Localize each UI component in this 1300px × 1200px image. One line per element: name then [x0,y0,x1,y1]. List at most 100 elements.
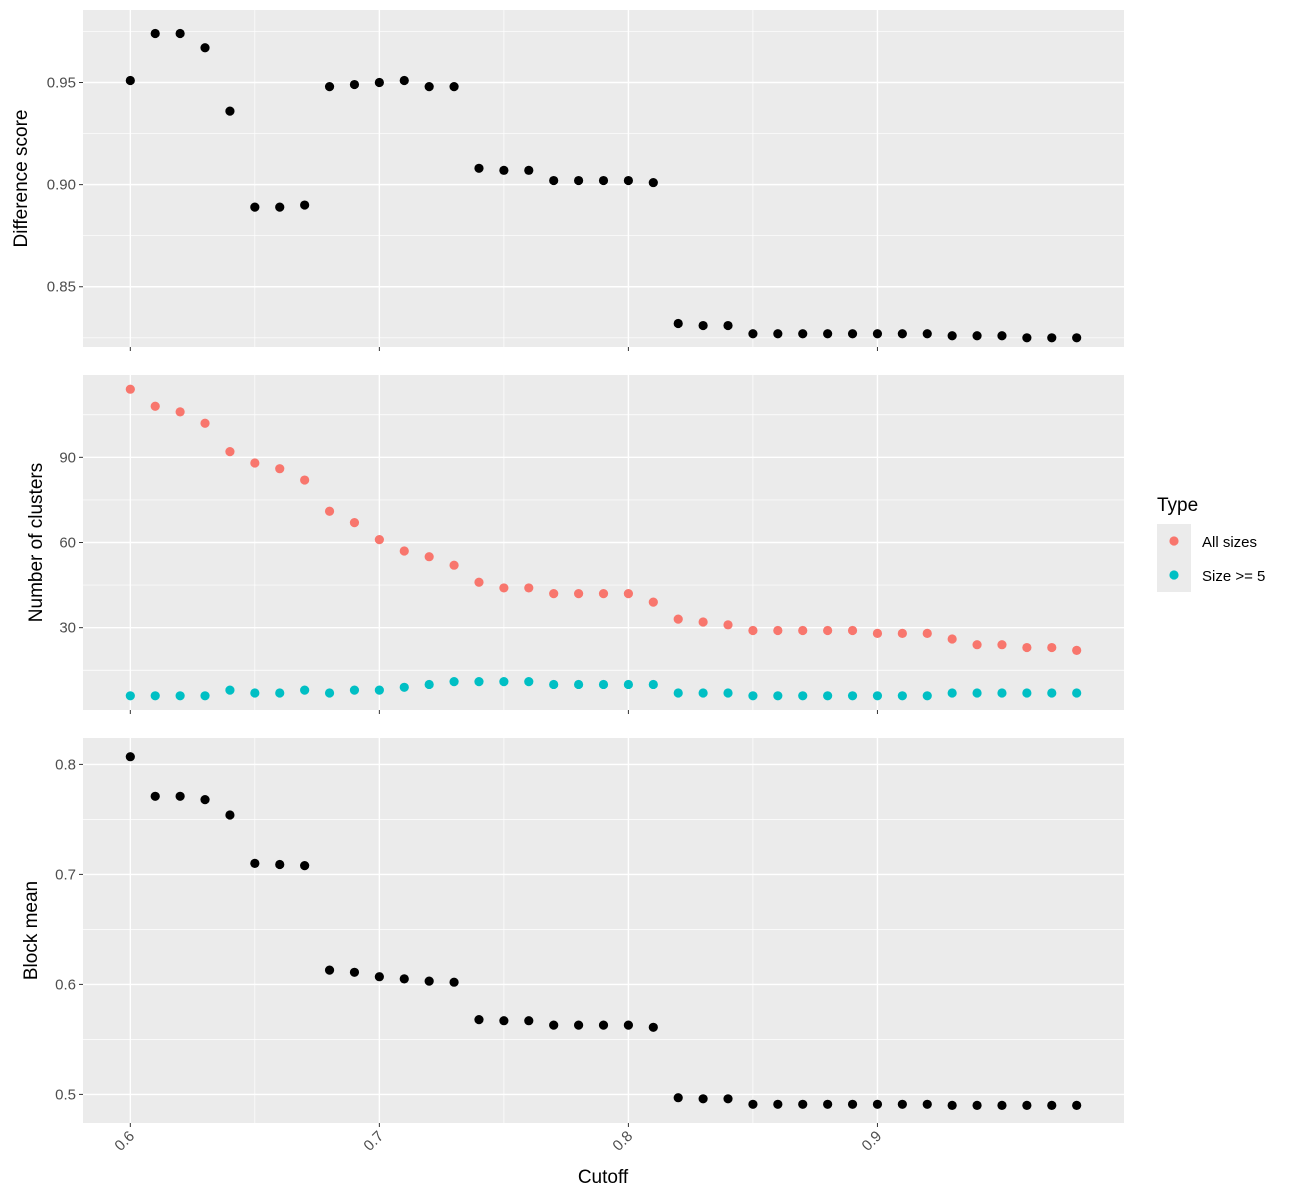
series-points [125,752,1082,1110]
panel-background [83,738,1124,1123]
data-point [175,691,185,701]
data-point [524,165,534,175]
data-point [424,679,434,690]
data-point [499,165,509,175]
data-point [648,177,658,188]
data-point [225,447,235,457]
y-tick-label: 0.90 [47,177,76,194]
y-tick-label: 30 [59,620,76,637]
legend: Type All sizes Size >= 5 [1157,495,1265,592]
y-tick-label: 0.6 [55,976,76,993]
data-point [723,688,733,698]
data-point [200,43,210,53]
y-tick-label: 0.85 [47,279,76,296]
data-point [474,163,484,173]
data-point [225,685,235,695]
panel-difference-score: 0.85 0.90 0.95 Difference score [11,10,1124,351]
data-point [175,791,185,801]
data-point [698,1094,708,1104]
data-point [300,200,310,210]
data-point [698,617,708,627]
data-point [1022,642,1032,653]
data-point [598,175,609,186]
data-point [598,589,609,599]
data-point [499,677,509,687]
data-point [847,1099,858,1109]
data-point [798,691,808,701]
data-point [125,75,135,86]
y-axis-title: Number of clusters [26,463,47,622]
data-point [847,329,858,339]
data-point [598,679,609,690]
data-point [773,329,783,339]
data-point [524,1016,534,1026]
data-point [324,506,335,516]
data-point [200,691,210,701]
data-point [1047,1100,1057,1110]
data-point [399,974,409,984]
data-point [374,685,384,695]
data-point [275,859,285,870]
data-point [922,1099,932,1109]
x-tick-label: 0.7 [360,1128,387,1155]
data-point [175,407,185,417]
data-point [349,518,360,528]
data-point [275,688,285,698]
data-point [847,625,858,636]
data-point [275,202,285,212]
data-point [573,175,584,186]
data-point [175,28,185,39]
data-point [1022,688,1032,698]
data-point [1072,688,1082,698]
legend-title: Type [1157,495,1198,516]
series-all-sizes [125,384,1082,655]
data-point [549,679,559,690]
x-axis-title: Cutoff [578,1167,629,1188]
data-point [1072,1100,1082,1110]
data-point [349,685,360,695]
data-point [1047,688,1057,698]
data-point [125,384,135,394]
data-point [947,1100,957,1110]
data-point [125,752,135,762]
data-point [225,106,235,116]
data-point [250,202,260,212]
data-point [748,625,758,636]
data-point [823,625,833,636]
data-point [324,81,335,92]
data-point [623,175,634,186]
y-tick-label: 60 [59,535,76,552]
x-tick-label: 0.8 [609,1128,636,1155]
data-point [250,858,260,869]
y-tick-label: 90 [59,449,76,466]
panel-block-mean: 0.5 0.6 0.7 0.8 Block mean 0.6 0.7 0.8 0.9 [21,738,1124,1155]
data-point [947,688,957,698]
legend-label: All sizes [1202,534,1257,551]
x-tick-label: 0.9 [859,1128,886,1155]
data-point [573,1020,584,1030]
data-point [673,614,683,624]
data-point [673,688,683,698]
data-point [798,329,808,339]
y-tick-label: 0.8 [55,756,76,773]
data-point [549,175,559,186]
legend-entry: All sizes [1157,524,1257,558]
data-point [424,552,434,562]
y-axis-title: Difference score [11,110,32,248]
data-point [1072,645,1082,655]
data-point [773,691,783,701]
legend-key-point [1169,570,1179,580]
data-point [723,620,733,630]
data-point [598,1020,609,1030]
data-point [499,1016,509,1026]
data-point [648,679,658,690]
data-point [125,691,135,701]
y-axis-title: Block mean [21,881,42,980]
data-point [872,329,883,339]
data-point [748,1099,758,1109]
data-point [499,583,509,593]
data-point [300,685,310,695]
data-point [374,535,384,545]
data-point [424,976,434,986]
data-point [573,679,584,690]
